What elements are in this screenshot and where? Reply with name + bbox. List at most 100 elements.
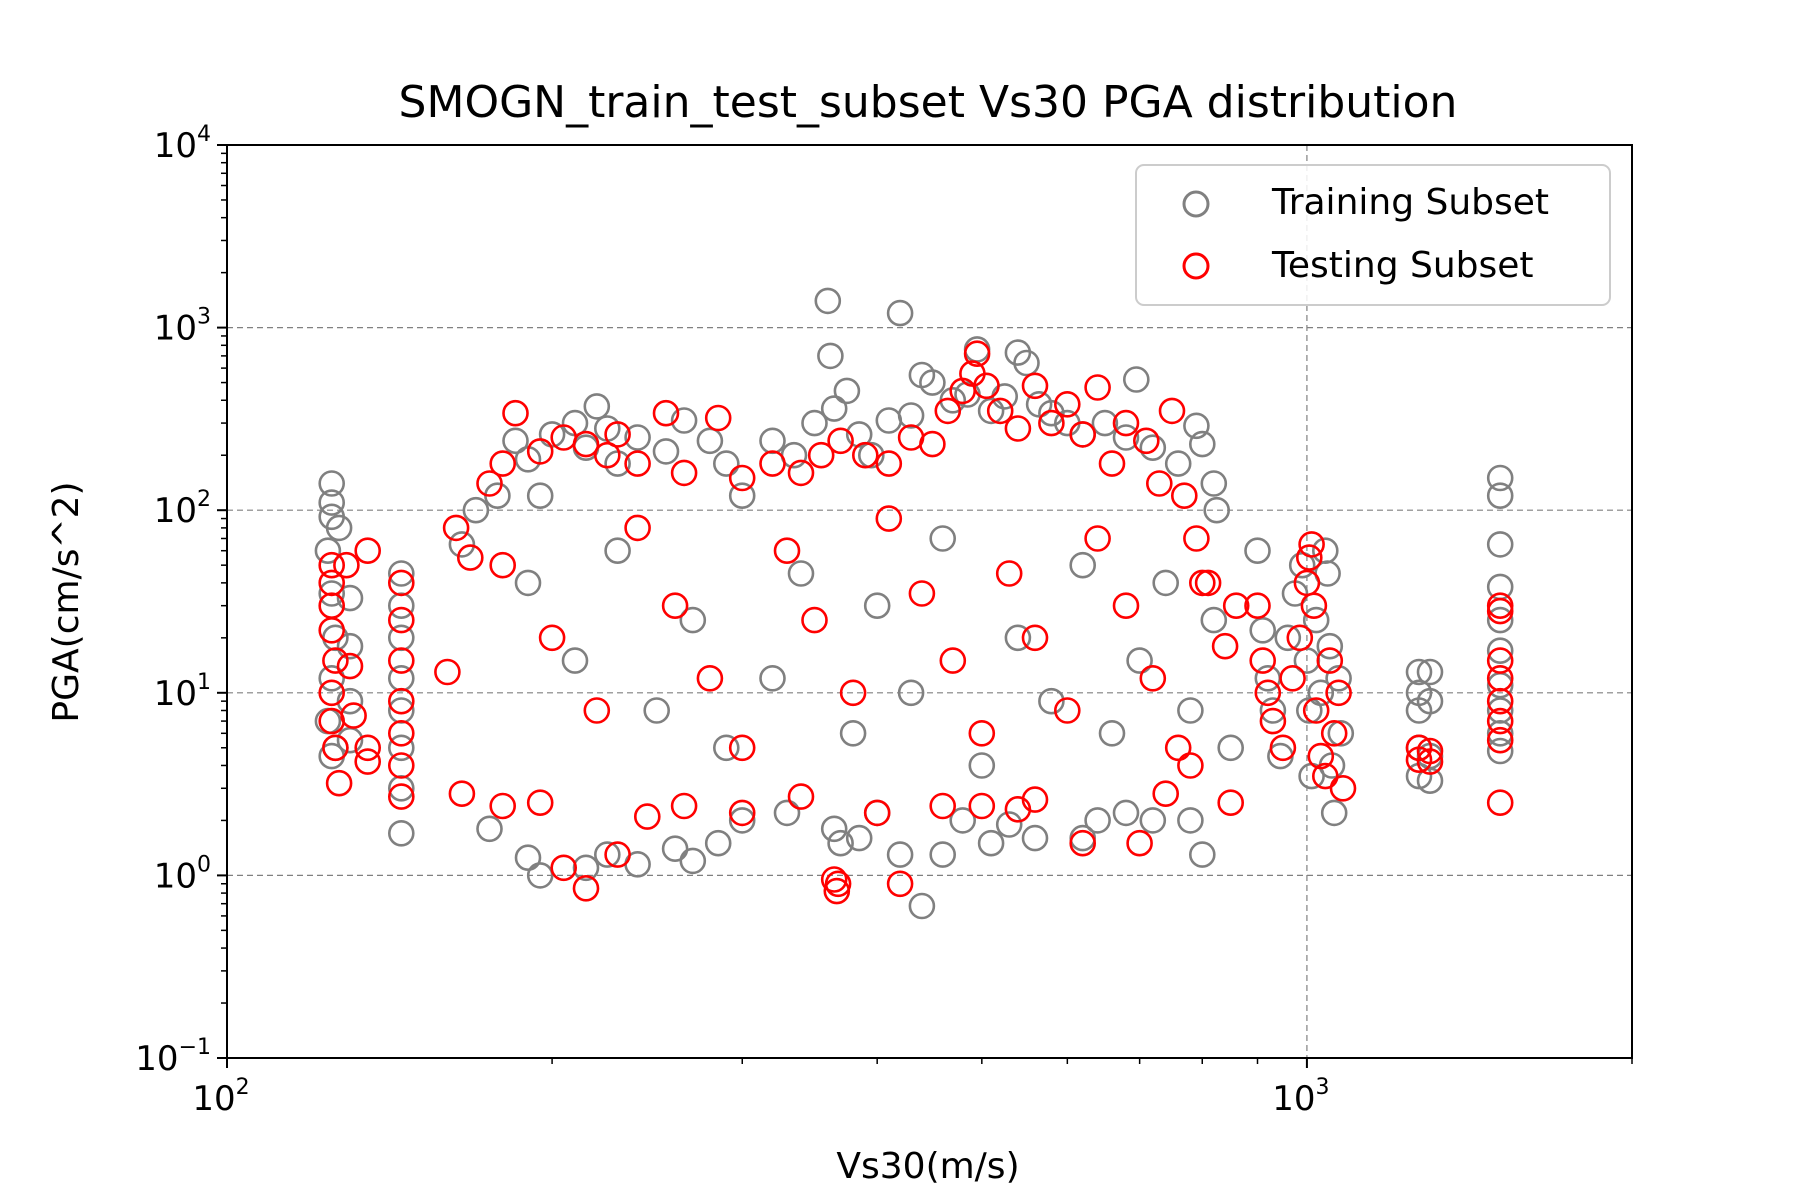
data-point: [333, 551, 360, 579]
data-point: [583, 393, 611, 420]
data-point: [1177, 752, 1204, 779]
data-point: [1177, 697, 1204, 724]
data-point: [886, 841, 914, 868]
data-point: [1307, 742, 1335, 770]
data-point: [968, 752, 996, 779]
data-point: [949, 807, 977, 834]
data-point: [502, 427, 529, 455]
data-point: [986, 397, 1014, 425]
data-point: [1300, 592, 1328, 620]
data-point: [387, 560, 415, 587]
data-point: [1312, 537, 1339, 565]
data-point: [489, 551, 517, 579]
data-point: [322, 734, 349, 762]
data-point: [897, 402, 925, 429]
data-point: [712, 450, 740, 477]
data-point: [1217, 734, 1244, 762]
data-point: [820, 395, 848, 422]
data-point: [670, 407, 698, 434]
data-point: [712, 734, 740, 762]
data-point: [448, 531, 476, 558]
data-point: [593, 841, 621, 868]
y-tick-label: 104: [154, 122, 211, 166]
data-point: [839, 679, 867, 707]
data-point: [1486, 531, 1514, 558]
data-point: [1259, 697, 1287, 724]
series-training: [314, 287, 1514, 920]
data-point: [526, 482, 554, 510]
data-point: [1211, 632, 1239, 660]
data-point: [1203, 496, 1230, 524]
data-point: [336, 584, 364, 612]
x-tick-label: 103: [1272, 1075, 1329, 1119]
data-point: [1486, 726, 1514, 754]
data-point: [1189, 841, 1216, 868]
data-point: [1183, 525, 1210, 552]
data-point: [696, 664, 724, 692]
data-point: [561, 647, 589, 674]
data-point: [929, 792, 957, 820]
data-point: [322, 647, 349, 674]
data-point: [875, 505, 903, 532]
data-point: [728, 807, 756, 834]
data-point: [476, 470, 503, 497]
data-point: [624, 514, 651, 542]
data-point: [318, 489, 346, 516]
data-point: [354, 537, 382, 565]
data-point: [845, 421, 873, 448]
data-point: [827, 427, 854, 455]
data-point: [604, 537, 631, 565]
data-point: [550, 854, 578, 882]
data-point: [773, 537, 801, 565]
data-point: [679, 606, 707, 634]
data-point: [1486, 647, 1514, 674]
data-point: [1279, 664, 1306, 692]
data-point: [1486, 606, 1514, 634]
data-point: [1004, 415, 1032, 442]
data-point: [759, 450, 786, 477]
y-tick-label: 100: [154, 852, 211, 896]
data-point: [1084, 807, 1111, 834]
data-point: [387, 647, 415, 674]
data-point: [728, 482, 756, 510]
data-point: [661, 835, 689, 863]
data-point: [661, 592, 689, 620]
data-point: [1244, 537, 1271, 565]
data-point: [773, 799, 801, 827]
data-point: [434, 658, 461, 686]
data-point: [908, 892, 936, 920]
data-point: [929, 525, 957, 552]
data-point: [1139, 664, 1167, 692]
data-point: [1486, 573, 1514, 601]
data-point: [1139, 807, 1167, 834]
data-point: [336, 632, 364, 660]
data-point: [1189, 430, 1216, 458]
data-point: [526, 438, 554, 465]
data-point: [759, 664, 786, 692]
data-point: [875, 407, 903, 434]
data-point: [934, 397, 962, 425]
data-point: [1021, 624, 1049, 652]
data-point: [1091, 409, 1119, 437]
data-point: [670, 792, 698, 820]
data-point: [1069, 421, 1096, 448]
axes-frame: [226, 144, 1633, 1059]
data-point: [1177, 807, 1204, 834]
data-point: [919, 430, 946, 458]
data-point: [1069, 551, 1096, 579]
data-point: [1302, 606, 1330, 634]
data-point: [845, 824, 873, 852]
data-point: [1021, 786, 1049, 813]
data-point: [1183, 412, 1210, 440]
y-axis-label: PGA(cm/s^2): [46, 481, 87, 722]
data-point: [807, 441, 835, 469]
data-point: [1038, 687, 1065, 715]
data-point: [1249, 616, 1276, 644]
data-point: [538, 624, 566, 652]
data-point: [995, 811, 1023, 838]
data-point: [1316, 632, 1344, 660]
data-point: [1112, 424, 1140, 451]
data-point: [572, 854, 600, 882]
data-point: [318, 551, 346, 579]
